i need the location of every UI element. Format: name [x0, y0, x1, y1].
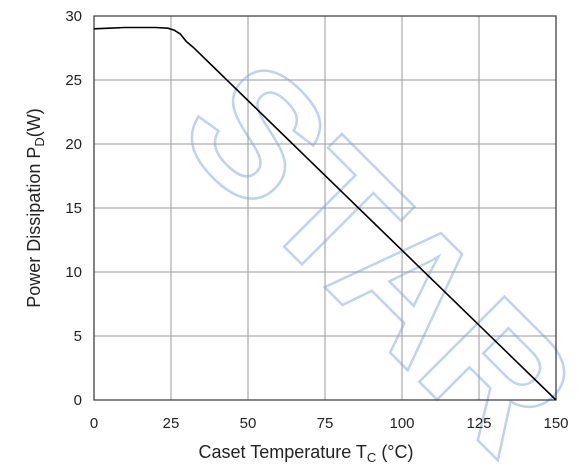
y-tick-label: 25 [65, 72, 82, 89]
x-tick-label: 50 [240, 415, 257, 432]
y-tick-label: 5 [74, 328, 82, 345]
series-line [93, 26, 557, 401]
x-tick-label: 0 [90, 415, 98, 432]
y-tick-label: 15 [65, 200, 82, 217]
x-axis-title: Caset Temperature TC (°C) [199, 442, 414, 465]
y-axis-title: Power Dissipation PD(W) [24, 108, 47, 307]
y-tick-label: 0 [74, 392, 82, 409]
x-tick-label: 100 [389, 415, 414, 432]
x-tick-label: 25 [163, 415, 180, 432]
series [93, 26, 557, 401]
y-tick-label: 30 [65, 8, 82, 25]
x-tick-label: 150 [543, 415, 568, 432]
watermark: STAR [145, 23, 579, 468]
y-tick-label: 10 [65, 264, 82, 281]
y-tick-label: 20 [65, 136, 82, 153]
x-tick-labels: 0 25 50 75 100 125 150 [90, 415, 569, 432]
y-tick-labels: 0 5 10 15 20 25 30 [65, 8, 82, 409]
watermark-logo: STAR [146, 24, 579, 468]
x-tick-label: 75 [317, 415, 334, 432]
plot-frame [93, 15, 557, 401]
x-tick-label: 125 [466, 415, 491, 432]
